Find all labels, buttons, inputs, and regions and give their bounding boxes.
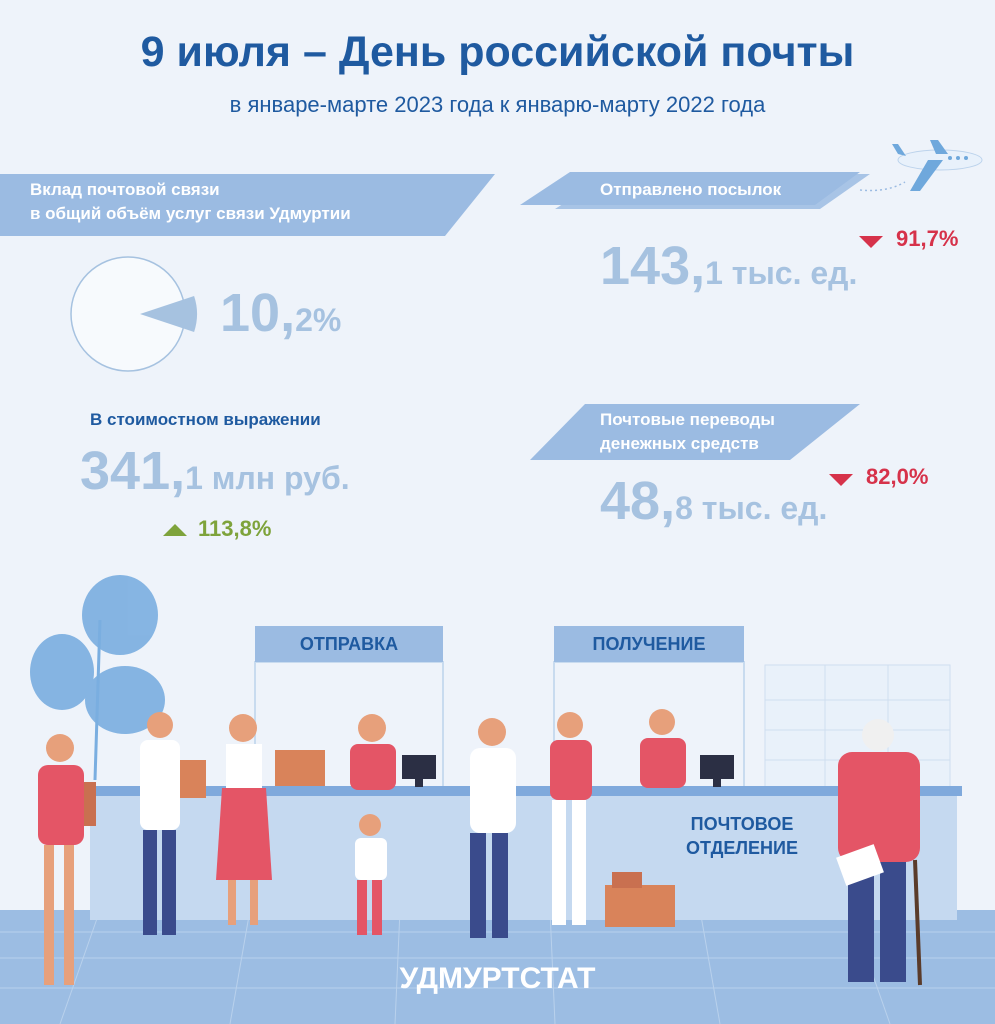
- office-label: ПОЧТОВОЕ ОТДЕЛЕНИЕ: [672, 812, 812, 860]
- parcels-value: 143,1 тыс. ед.: [600, 235, 857, 297]
- airplane-icon: [892, 140, 983, 191]
- up-arrow-icon: [163, 524, 187, 536]
- cost-label: В стоимостном выражении: [90, 410, 321, 429]
- down-arrow-icon: [829, 474, 853, 486]
- share-label-line2: в общий объём услуг связи Удмуртии: [30, 204, 351, 223]
- sign-send: ОТПРАВКА: [255, 626, 443, 662]
- parcels-value-rest: 1 тыс. ед.: [705, 255, 858, 291]
- transfers-value-int: 48,: [600, 471, 676, 531]
- office-label-line1: ПОЧТОВОЕ: [690, 814, 794, 834]
- office-label-line2: ОТДЕЛЕНИЕ: [686, 838, 798, 858]
- parcels-banner: [520, 172, 860, 205]
- cost-value: 341,1 млн руб.: [80, 440, 350, 502]
- parcels-change: 91,7%: [896, 226, 959, 251]
- down-arrow-icon: [859, 236, 883, 248]
- transfers-value: 48,8 тыс. ед.: [600, 470, 827, 532]
- transfers-value-rest: 8 тыс. ед.: [675, 490, 828, 526]
- footer-brand: УДМУРТСТАТ: [399, 962, 596, 995]
- sign-receive: ПОЛУЧЕНИЕ: [554, 626, 744, 662]
- page-subtitle: в январе-марте 2023 года к январю-марту …: [229, 92, 766, 117]
- pie-slice-share: [140, 296, 197, 332]
- share-value-int: 10,: [220, 283, 296, 343]
- page-title: 9 июля – День российской почты: [140, 28, 855, 76]
- cost-value-int: 341,: [80, 441, 186, 501]
- share-banner: [0, 174, 495, 236]
- cost-change: 113,8%: [198, 516, 272, 541]
- share-value: 10,2%: [220, 282, 341, 344]
- transfers-label-line2: денежных средств: [600, 434, 759, 453]
- cost-value-rest: 1 млн руб.: [185, 460, 350, 496]
- transfers-banner: [530, 404, 860, 460]
- share-value-frac: 2%: [295, 302, 342, 338]
- share-label-line1: Вклад почтовой связи: [30, 180, 220, 199]
- parcels-label: Отправлено посылок: [600, 180, 782, 199]
- transfers-label-line1: Почтовые переводы: [600, 410, 775, 429]
- transfers-change: 82,0%: [866, 464, 929, 489]
- plane-trail: [859, 181, 906, 192]
- share-pie-chart: [70, 256, 197, 372]
- parcels-value-int: 143,: [600, 236, 706, 296]
- post-office-illustration: [0, 575, 995, 1024]
